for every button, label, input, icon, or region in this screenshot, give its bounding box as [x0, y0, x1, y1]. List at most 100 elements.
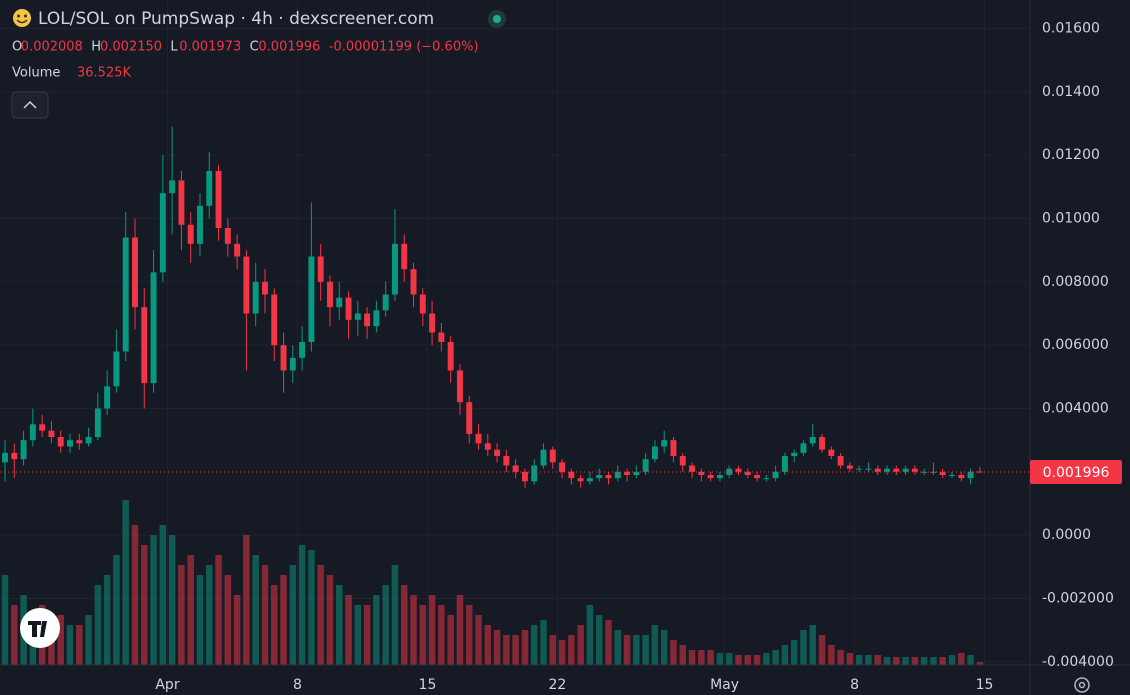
candle-body: [364, 313, 371, 327]
volume-bar: [633, 635, 640, 665]
volume-bar: [224, 575, 232, 665]
candle-body: [819, 437, 826, 450]
volume-bar: [651, 625, 659, 665]
candle-body: [976, 471, 983, 473]
volume-bar: [215, 555, 222, 665]
candle-body: [484, 443, 491, 450]
candle-body: [577, 478, 584, 482]
volume-bar: [187, 555, 194, 665]
y-tick-label: -0.004000: [1042, 654, 1114, 670]
volume-bar: [317, 565, 324, 665]
volume-bar: [159, 525, 167, 665]
candle-body: [911, 468, 918, 472]
candle-body: [336, 297, 343, 308]
volume-bar: [475, 615, 482, 665]
settings-icon[interactable]: [1074, 677, 1090, 693]
volume-bar: [438, 605, 445, 665]
volume-bar: [363, 605, 371, 665]
candle-body: [11, 452, 18, 460]
volume-bar: [855, 655, 863, 665]
candle-body: [689, 465, 696, 472]
ohlc-value: 0.001973: [179, 40, 241, 55]
volume-bar: [707, 650, 714, 665]
candle-body: [104, 386, 111, 409]
volume-bar: [428, 595, 436, 665]
candle-body: [85, 437, 92, 444]
candle-body: [354, 313, 361, 320]
candle-body: [410, 269, 417, 295]
volume-bar: [772, 650, 779, 665]
volume-bar: [688, 650, 696, 665]
candle-body: [624, 471, 631, 475]
candle-body: [605, 475, 612, 479]
volume-bar: [568, 635, 575, 665]
candle-body: [679, 456, 686, 466]
y-tick-label: 0.01200: [1042, 147, 1100, 163]
candle-body: [391, 243, 398, 295]
collapse-icon: [23, 100, 37, 109]
volume-bar: [354, 605, 362, 665]
volume-bar: [196, 575, 204, 665]
volume-bar: [948, 655, 956, 665]
candle-body: [540, 449, 547, 466]
candle-body: [865, 468, 872, 470]
volume-bar: [298, 545, 306, 665]
volume-bar: [94, 585, 102, 665]
volume-bar: [410, 595, 417, 665]
volume-bar: [828, 645, 835, 665]
volume-bar: [113, 555, 120, 665]
token-icon-mouth: [16, 19, 28, 24]
candle-body: [586, 478, 593, 482]
volume-bar: [391, 565, 399, 665]
y-tick-label: 0.0000: [1042, 527, 1091, 543]
candle-body: [716, 475, 723, 479]
candle-body: [67, 440, 73, 447]
candle-body: [531, 465, 538, 482]
volume-bar: [595, 615, 603, 665]
volume-bar: [976, 661, 984, 665]
volume-bar: [586, 605, 594, 665]
volume-bar: [893, 657, 900, 665]
volume-bar: [484, 625, 492, 665]
candle-body: [159, 193, 166, 273]
volume-bar: [809, 625, 816, 665]
volume-value: 36.525K: [77, 66, 131, 81]
volume-bar: [846, 653, 854, 665]
candle-body: [744, 471, 751, 475]
ohlc-value: 0.001996: [258, 40, 320, 55]
volume-bar: [85, 615, 92, 665]
volume-bar: [271, 585, 278, 665]
candle-body: [132, 237, 138, 308]
volume-bar: [605, 620, 612, 665]
candle-body: [224, 228, 231, 244]
candle-body: [893, 468, 900, 472]
volume-bar: [800, 630, 807, 665]
volume-bar: [456, 595, 464, 665]
collapse-button[interactable]: [11, 91, 49, 119]
volume-bar: [76, 625, 83, 665]
x-tick-label: 15: [976, 677, 994, 693]
x-tick-label: 15: [419, 677, 437, 693]
candle-body: [939, 471, 946, 475]
candle-body: [475, 433, 482, 444]
candle-body: [661, 440, 668, 447]
candle-body: [76, 440, 83, 444]
axes: 0.01600 0.01400 0.01200 0.01000 0.008000 0.00…: [155, 21, 1122, 693]
volume-bar: [141, 545, 148, 665]
candle-body: [29, 424, 36, 441]
candle-body: [958, 475, 965, 479]
volume-bar: [48, 625, 55, 665]
settings-icon-center: [1078, 681, 1086, 689]
candle-body: [178, 180, 185, 225]
volume-bar: [698, 650, 705, 665]
candle-body: [874, 468, 881, 472]
candle-body: [447, 342, 454, 371]
candle-body: [633, 471, 640, 475]
volume-bar: [335, 585, 343, 665]
volume-bar: [679, 645, 687, 665]
candle-body: [262, 281, 268, 295]
volume-bar: [131, 525, 139, 665]
x-tick-label: Apr: [155, 677, 179, 693]
volume-bar: [549, 635, 557, 665]
